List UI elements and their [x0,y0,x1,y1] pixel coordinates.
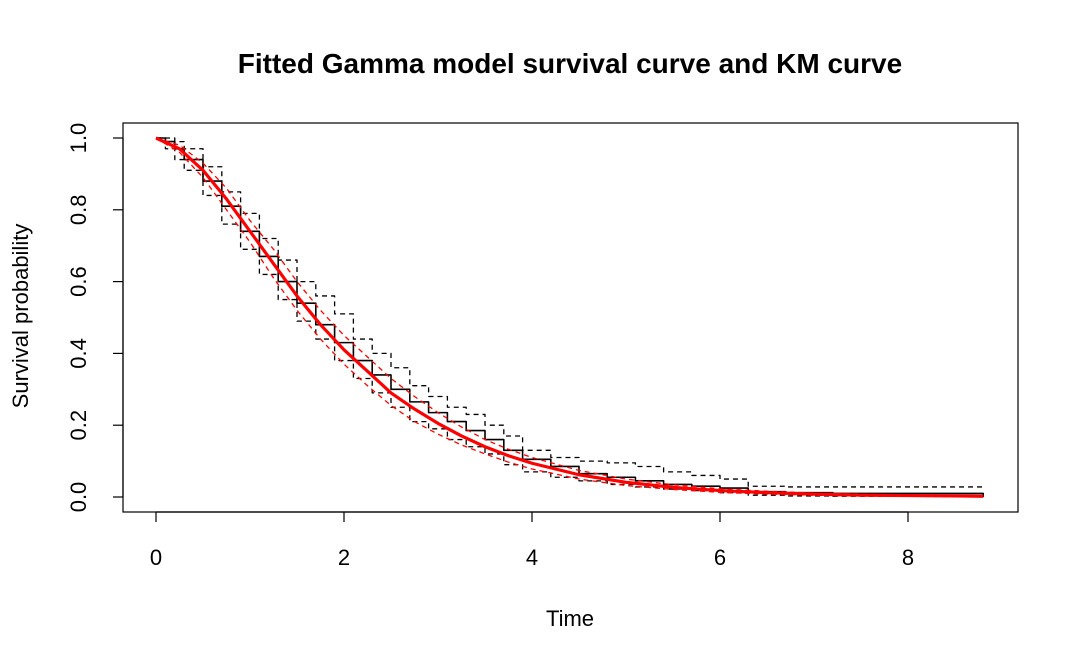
x-axis-label: Time [546,606,594,631]
plot-frame [122,122,1019,513]
km-ci-upper-line [156,137,984,488]
y-axis-label: Survival probability [8,224,33,409]
km-line [156,137,984,497]
gamma-fit-line [155,136,984,498]
x-tick-label: 2 [338,545,350,570]
y-tick-label: 0.4 [66,338,91,369]
y-axis: 0.0 0.2 0.4 0.6 0.8 1.0 [66,123,124,513]
chart-title: Fitted Gamma model survival curve and KM… [238,48,902,79]
y-tick-label: 0.2 [66,410,91,441]
series-layer [155,136,984,498]
km-ci-lower-line [156,137,984,497]
x-tick-label: 0 [150,545,162,570]
gamma-ci-lower-line [155,137,984,498]
y-tick-label: 1.0 [66,123,91,154]
x-tick-label: 6 [714,545,726,570]
x-tick-label: 4 [526,545,538,570]
y-tick-label: 0.6 [66,266,91,297]
y-tick-label: 0.8 [66,195,91,226]
gamma-ci-upper-line [155,137,984,497]
x-axis: 0 2 4 6 8 [150,511,914,570]
y-tick-label: 0.0 [66,482,91,513]
x-tick-label: 8 [902,545,914,570]
